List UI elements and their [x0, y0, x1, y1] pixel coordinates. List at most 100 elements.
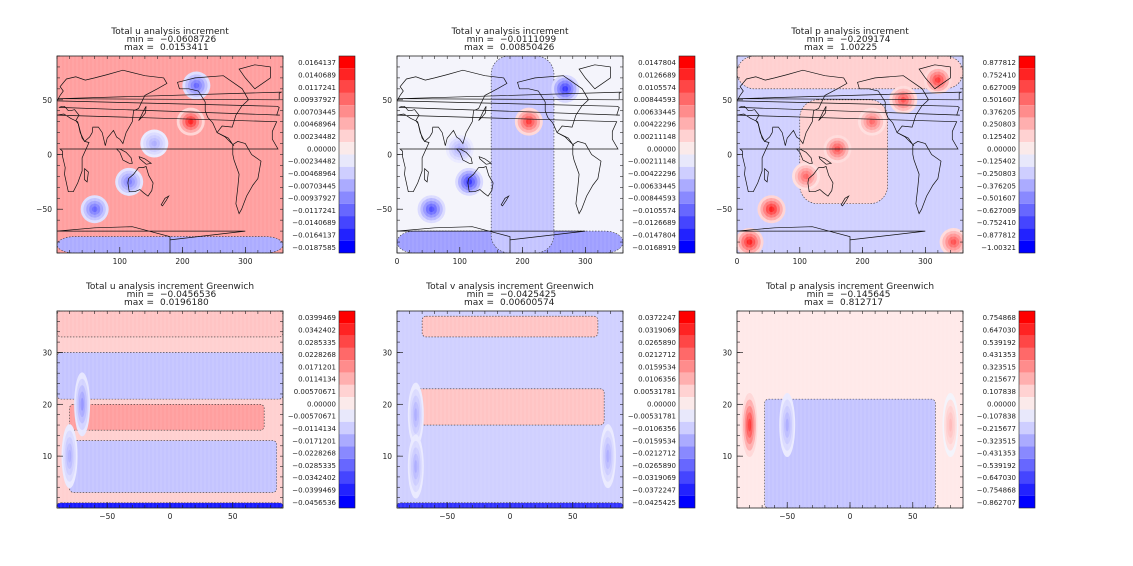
x-tick-label: 300 [238, 257, 253, 266]
colorbar-label: 0.0212712 [638, 351, 676, 359]
colorbar-label: 0.00000 [647, 145, 676, 153]
colorbar-swatch [679, 495, 695, 508]
x-tick-label: 200 [515, 257, 530, 266]
y-tick-label: 0 [727, 151, 732, 160]
colorbar-swatch [339, 335, 355, 348]
min-label: min = [807, 35, 834, 45]
colorbar-swatch [1019, 347, 1035, 361]
colorbar-frame [678, 310, 696, 509]
colorbar-swatch [339, 409, 355, 422]
colorbar-label: 0.00000 [647, 400, 676, 408]
coastline [840, 195, 850, 207]
colorbar-swatch [679, 347, 695, 361]
colorbar-label: −0.627009 [977, 207, 1016, 215]
colorbar-swatch [679, 360, 695, 373]
y-tick-label: 20 [42, 400, 52, 409]
colorbar-label: 0.501607 [983, 96, 1016, 104]
min-value: −0.209174 [840, 35, 891, 45]
colorbar-swatch [339, 347, 355, 361]
colorbar-label: −0.0228268 [292, 450, 336, 458]
colorbar-label: −0.0212712 [632, 450, 676, 458]
colorbar-swatch [679, 228, 695, 241]
coastline [478, 156, 493, 165]
x-tick-label: 100 [113, 257, 128, 266]
colorbar-swatch [339, 397, 355, 410]
colorbar-label: 0.0171201 [298, 363, 336, 371]
field-anomaly [151, 140, 158, 147]
panel-title: Total p analysis increment Greenwich [765, 282, 934, 292]
field-anomaly [606, 449, 610, 463]
colorbar-label: −0.0171201 [292, 437, 336, 445]
field-anomaly [950, 239, 957, 245]
colorbar-swatch [1019, 360, 1035, 373]
colorbar-label: −0.00844593 [628, 195, 676, 203]
y-tick-label: 30 [722, 348, 732, 357]
colorbar-swatch [1019, 142, 1035, 155]
y-tick-label: −50 [36, 205, 52, 214]
colorbar-label: 0.250803 [983, 121, 1016, 129]
colorbar-label: −0.00422296 [628, 170, 677, 178]
colorbar-label: −0.00570671 [288, 413, 336, 421]
panel-5: Total p analysis increment Greenwichmin … [722, 282, 1036, 521]
colorbar-label: −0.0342402 [292, 474, 336, 482]
y-tick-label: 30 [382, 348, 392, 357]
colorbar-swatch [1019, 166, 1035, 180]
y-tick-label: 10 [382, 452, 392, 461]
colorbar-swatch [679, 397, 695, 410]
colorbar-label: 0.0126689 [638, 71, 676, 79]
colorbar-swatch [1019, 92, 1035, 106]
colorbar-swatch [339, 80, 355, 93]
zero-contour [764, 398, 936, 508]
min-value: −0.145645 [840, 290, 890, 300]
colorbar-swatch [679, 68, 695, 81]
coastline [795, 148, 813, 164]
y-tick-label: 50 [42, 96, 52, 105]
colorbar-swatch [339, 360, 355, 373]
field-band [737, 56, 963, 89]
colorbar-label: −0.752410 [977, 219, 1016, 227]
coastline [398, 91, 622, 101]
colorbar-swatch [679, 409, 695, 422]
colorbar-label: 0.754868 [983, 314, 1016, 322]
coastline [918, 64, 951, 90]
colorbar-swatch [679, 80, 695, 93]
colorbar-label: −0.00531781 [628, 413, 676, 421]
colorbar-swatch [1019, 105, 1035, 118]
y-tick-label: −50 [376, 205, 392, 214]
panel-title: Total v analysis increment [450, 27, 569, 37]
colorbar-label: −0.0187585 [292, 244, 336, 252]
colorbar-swatch [339, 495, 355, 508]
colorbar-label: −0.0114134 [292, 425, 336, 433]
colorbar-label: −0.0425425 [632, 499, 676, 507]
colorbar-label: 0.00422296 [634, 121, 677, 129]
colorbar-swatch [679, 142, 695, 155]
max-label: max = [464, 298, 494, 308]
colorbar-swatch [1019, 129, 1035, 143]
coastline [115, 148, 133, 164]
field-anomaly [785, 418, 789, 432]
colorbar-label: 0.00570671 [294, 388, 336, 396]
field-anomaly [414, 460, 418, 473]
colorbar-swatch [1019, 434, 1035, 447]
colorbar-label: 0.0106356 [638, 376, 676, 384]
colorbar-label: 0.0114134 [298, 376, 336, 384]
coastline [500, 195, 510, 207]
colorbar-label: 0.107838 [983, 388, 1016, 396]
coastline [84, 167, 89, 183]
colorbar-label: 0.0228268 [298, 351, 336, 359]
colorbar-label: −0.0168919 [632, 244, 676, 252]
colorbar-label: −0.00937927 [288, 195, 336, 203]
field-anomaly [193, 82, 200, 89]
y-tick-label: 10 [42, 452, 52, 461]
colorbar-label: 0.539192 [983, 339, 1016, 347]
coastline [57, 226, 246, 253]
heatmap-field [397, 311, 623, 508]
colorbar-swatch [679, 216, 695, 229]
colorbar-label: 0.431353 [983, 351, 1016, 359]
colorbar-swatch [339, 68, 355, 81]
colorbar-label: 0.215677 [983, 376, 1016, 384]
panel-title: Total u analysis increment Greenwich [85, 282, 254, 292]
colorbar-label: 0.0164137 [298, 59, 336, 67]
